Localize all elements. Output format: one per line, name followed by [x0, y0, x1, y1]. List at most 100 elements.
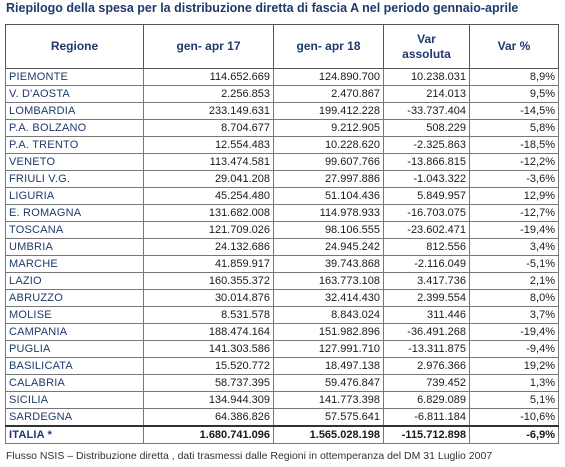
value-cell: 141.303.586 — [143, 340, 274, 358]
value-cell: 30.014.876 — [143, 289, 274, 307]
data-row: LOMBARDIA 233.149.631 199.412.228 -33.737.4… — [5, 102, 559, 120]
value-cell: 32.414.430 — [273, 289, 384, 307]
value-cell: -36.491.268 — [383, 323, 470, 341]
value-cell: 27.997.886 — [273, 170, 384, 188]
value-cell: 41.859.917 — [143, 255, 274, 273]
value-cell: -10,6% — [469, 408, 559, 427]
data-row: PUGLIA 141.303.586 127.991.710 -13.311.875-… — [5, 340, 559, 358]
value-cell: 10.228.620 — [273, 136, 384, 154]
value-cell: 45.254.480 — [143, 187, 274, 205]
value-cell: -1.043.322 — [383, 170, 470, 188]
value-cell: 311.446 — [383, 306, 470, 324]
value-cell: -18,5% — [469, 136, 559, 154]
value-cell: 59.476.847 — [273, 374, 384, 392]
column-header: Var % — [469, 24, 559, 69]
value-cell: 18.497.138 — [273, 357, 384, 375]
value-cell: -2.116.049 — [383, 255, 470, 273]
value-cell: 3,7% — [469, 306, 559, 324]
value-cell: 29.041.208 — [143, 170, 274, 188]
data-row: MARCHE 41.859.917 39.743.868 -2.116.049 -5,1… — [5, 255, 559, 273]
value-cell: 39.743.868 — [273, 255, 384, 273]
value-cell: 99.607.766 — [273, 153, 384, 171]
region-cell: ABRUZZO — [5, 289, 144, 307]
value-cell: 5,8% — [469, 119, 559, 137]
region-cell: MARCHE — [5, 255, 144, 273]
value-cell: -16.703.075 — [383, 204, 470, 222]
value-cell: -115.712.898 — [383, 425, 470, 444]
data-row: SARDEGNA 64.386.826 57.575.641 -6.811.184 -1… — [5, 408, 559, 427]
value-cell: 2.399.554 — [383, 289, 470, 307]
value-cell: 134.944.309 — [143, 391, 274, 409]
value-cell: 98.106.555 — [273, 221, 384, 239]
data-row: PIEMONTE 114.652.669 124.890.700 10.238.031… — [5, 68, 559, 86]
value-cell: 9.212.905 — [273, 119, 384, 137]
footnote: Flusso NSIS – Distribuzione diretta , da… — [6, 450, 493, 462]
value-cell: -12,7% — [469, 204, 559, 222]
value-cell: -6,9% — [469, 425, 559, 444]
value-cell: 57.575.641 — [273, 408, 384, 427]
value-cell: 12.554.483 — [143, 136, 274, 154]
data-row: LIGURIA 45.254.480 51.104.436 5.849.957 12,9… — [5, 187, 559, 205]
value-cell: 163.773.108 — [273, 272, 384, 290]
value-cell: -3,6% — [469, 170, 559, 188]
value-cell: 19,2% — [469, 357, 559, 375]
value-cell: 2.976.366 — [383, 357, 470, 375]
value-cell: 1,3% — [469, 374, 559, 392]
data-row: SICILIA 134.944.309 141.773.398 6.829.089 5,… — [5, 391, 559, 409]
region-cell: P.A. BOLZANO — [5, 119, 144, 137]
value-cell: 2.470.867 — [273, 85, 384, 103]
region-cell: LOMBARDIA — [5, 102, 144, 120]
value-cell: 8.531.578 — [143, 306, 274, 324]
value-cell: 508.229 — [383, 119, 470, 137]
total-row: ITALIA * 1.680.741.096 1.565.028.198 -115.7… — [5, 425, 559, 444]
region-cell: V. D'AOSTA — [5, 85, 144, 103]
data-row: P.A. BOLZANO 8.704.677 9.212.905 508.229 5,8… — [5, 119, 559, 137]
value-cell: 141.773.398 — [273, 391, 384, 409]
value-cell: -9,4% — [469, 340, 559, 358]
region-cell: VENETO — [5, 153, 144, 171]
value-cell: 812.556 — [383, 238, 470, 256]
region-cell: UMBRIA — [5, 238, 144, 256]
value-cell: 8.704.677 — [143, 119, 274, 137]
value-cell: 233.149.631 — [143, 102, 274, 120]
value-cell: 8.843.024 — [273, 306, 384, 324]
value-cell: 188.474.164 — [143, 323, 274, 341]
value-cell: 151.982.896 — [273, 323, 384, 341]
region-cell: LIGURIA — [5, 187, 144, 205]
column-header: gen- apr 17 — [143, 24, 274, 69]
value-cell: 64.386.826 — [143, 408, 274, 427]
value-cell: 8,9% — [469, 68, 559, 86]
value-cell: 15.520.772 — [143, 357, 274, 375]
value-cell: -5,1% — [469, 255, 559, 273]
region-cell: LAZIO — [5, 272, 144, 290]
value-cell: 131.682.008 — [143, 204, 274, 222]
value-cell: 12,9% — [469, 187, 559, 205]
value-cell: 8,0% — [469, 289, 559, 307]
value-cell: 160.355.372 — [143, 272, 274, 290]
value-cell: 121.709.026 — [143, 221, 274, 239]
region-cell: CALABRIA — [5, 374, 144, 392]
region-cell: MOLISE — [5, 306, 144, 324]
region-cell: P.A. TRENTO — [5, 136, 144, 154]
value-cell: 3.417.736 — [383, 272, 470, 290]
data-row: FRIULI V.G. 29.041.208 27.997.886 -1.043.32… — [5, 170, 559, 188]
data-row: UMBRIA 24.132.686 24.945.242 812.556 3,4% — [5, 238, 559, 256]
value-cell: 127.991.710 — [273, 340, 384, 358]
region-cell: BASILICATA — [5, 357, 144, 375]
data-row: CAMPANIA 188.474.164 151.982.896 -36.491.26… — [5, 323, 559, 341]
column-header: Var assoluta — [383, 24, 470, 69]
region-cell: PUGLIA — [5, 340, 144, 358]
value-cell: 739.452 — [383, 374, 470, 392]
data-row: ABRUZZO 30.014.876 32.414.430 2.399.554 8,0% — [5, 289, 559, 307]
value-cell: 2.256.853 — [143, 85, 274, 103]
data-row: TOSCANA 121.709.026 98.106.555 -23.602.471-… — [5, 221, 559, 239]
region-cell: CAMPANIA — [5, 323, 144, 341]
region-cell: ITALIA * — [5, 425, 144, 444]
value-cell: 10.238.031 — [383, 68, 470, 86]
value-cell: -13.311.875 — [383, 340, 470, 358]
value-cell: 58.737.395 — [143, 374, 274, 392]
value-cell: 24.132.686 — [143, 238, 274, 256]
region-cell: FRIULI V.G. — [5, 170, 144, 188]
value-cell: 124.890.700 — [273, 68, 384, 86]
